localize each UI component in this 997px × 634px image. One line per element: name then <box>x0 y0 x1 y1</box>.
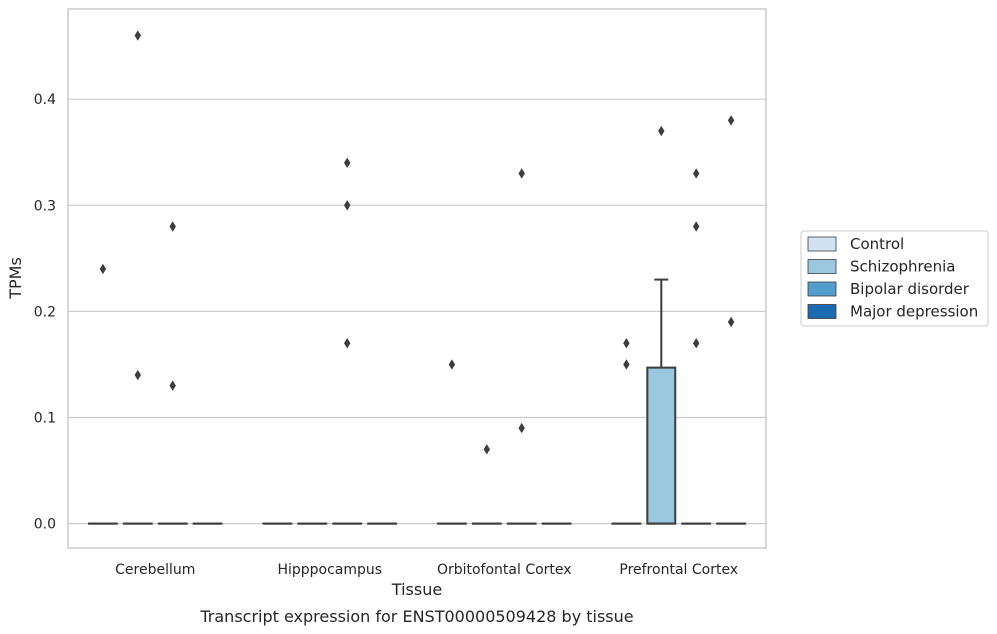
outlier-point <box>448 359 456 370</box>
outlier-point <box>623 338 630 349</box>
y-tick-label: 0.0 <box>34 517 56 533</box>
chart-caption: Transcript expression for ENST0000050942… <box>199 607 633 626</box>
outlier-point <box>623 359 630 370</box>
outlier-point <box>134 369 141 381</box>
outlier-point <box>344 338 351 349</box>
legend-swatch <box>807 281 837 297</box>
y-tick-labels: 0.0 0.1 0.2 0.3 0.4 <box>34 92 56 532</box>
outlier-point <box>169 380 176 391</box>
outlier-point <box>693 338 700 349</box>
legend-label: Control <box>850 235 904 253</box>
x-tick-labels: Cerebellum Hipppocampus Orbitofontal Corte… <box>115 562 738 578</box>
outlier-point <box>99 263 107 275</box>
box-group <box>646 278 677 525</box>
outlier-point <box>693 221 700 232</box>
x-tick-label: Prefrontal Cortex <box>619 562 738 578</box>
outlier-point <box>727 115 735 126</box>
y-tick-label: 0.2 <box>34 304 56 320</box>
y-axis-label: TPMs <box>6 257 25 300</box>
outlier-point <box>169 221 176 232</box>
legend-label: Major depression <box>850 303 978 321</box>
x-tick-label: Cerebellum <box>115 562 195 578</box>
y-tick-label: 0.4 <box>34 92 56 108</box>
outlier-point <box>344 200 351 211</box>
outlier-point <box>518 422 525 434</box>
outlier-point <box>658 125 665 137</box>
outlier-point <box>134 30 141 41</box>
iqr-box <box>646 366 677 525</box>
x-tick-label: Orbitofontal Cortex <box>437 562 572 578</box>
outlier-point <box>727 316 735 328</box>
y-tick-label: 0.3 <box>34 198 56 214</box>
x-axis-label: Tissue <box>391 580 442 599</box>
legend-label: Schizophrenia <box>850 258 955 276</box>
legend-frame <box>800 230 989 327</box>
legend-swatch <box>807 259 837 274</box>
legend: Control Schizophrenia Bipolar disorder Majo… <box>800 230 989 327</box>
legend-swatch <box>807 304 837 319</box>
outlier-point <box>518 168 525 179</box>
outlier-points <box>99 30 735 455</box>
outlier-point <box>693 168 700 179</box>
x-tick-label: Hipppocampus <box>277 562 382 578</box>
outlier-point <box>483 444 490 455</box>
legend-swatch <box>807 236 837 252</box>
outlier-point <box>344 157 351 169</box>
boxes <box>87 278 747 525</box>
legend-label: Bipolar disorder <box>850 280 970 298</box>
plot-frame <box>67 8 767 549</box>
y-tick-label: 0.1 <box>34 410 56 426</box>
